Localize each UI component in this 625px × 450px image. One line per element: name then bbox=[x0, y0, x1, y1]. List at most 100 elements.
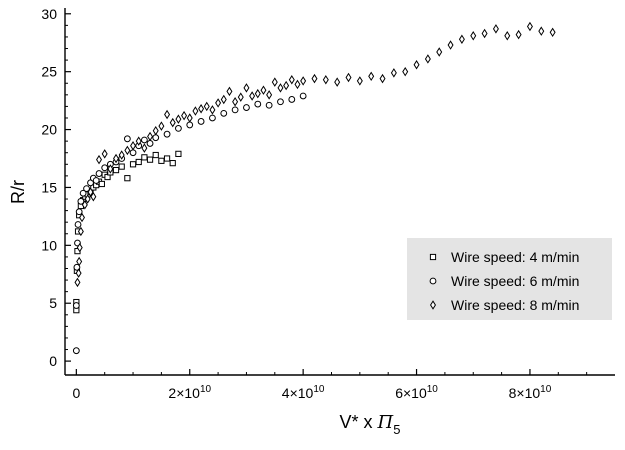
data-point-diamond bbox=[481, 28, 488, 39]
data-point-square bbox=[118, 163, 125, 170]
legend-box bbox=[407, 238, 612, 320]
points-layer bbox=[72, 21, 556, 355]
data-point-diamond bbox=[300, 76, 307, 86]
data-point-diamond bbox=[75, 268, 82, 278]
data-point-diamond bbox=[294, 79, 301, 90]
data-point-diamond bbox=[175, 114, 182, 124]
data-point-square bbox=[158, 157, 165, 164]
data-point-circle bbox=[209, 114, 216, 122]
data-point-diamond bbox=[90, 191, 97, 202]
data-point-circle bbox=[299, 92, 307, 100]
data-point-diamond bbox=[283, 80, 290, 91]
data-point-diamond bbox=[79, 212, 86, 223]
data-point-circle bbox=[265, 101, 273, 109]
y-axis-label: R/r bbox=[8, 180, 28, 204]
data-point-circle bbox=[129, 149, 137, 157]
data-point-diamond bbox=[152, 125, 159, 136]
data-point-diamond bbox=[124, 145, 131, 156]
y-tick-label: 15 bbox=[41, 179, 57, 195]
data-point-diamond bbox=[549, 27, 556, 38]
data-point-diamond bbox=[158, 121, 165, 131]
data-point-circle bbox=[231, 106, 239, 114]
data-point-circle bbox=[152, 134, 160, 142]
data-point-diamond bbox=[76, 242, 83, 253]
x-tick-label: 4×1010 bbox=[282, 384, 325, 401]
data-point-diamond bbox=[470, 31, 477, 41]
data-point-diamond bbox=[232, 97, 239, 107]
data-point-square bbox=[141, 154, 148, 161]
data-point-square bbox=[163, 155, 171, 162]
data-point-circle bbox=[75, 208, 83, 216]
data-point-diamond bbox=[390, 68, 397, 78]
data-point-circle bbox=[186, 121, 194, 129]
data-point-circle bbox=[92, 177, 100, 184]
data-point-diamond bbox=[277, 83, 284, 93]
data-point-diamond bbox=[334, 77, 341, 87]
data-point-diamond bbox=[198, 103, 205, 114]
data-point-diamond bbox=[345, 72, 352, 83]
data-point-diamond bbox=[186, 113, 193, 123]
data-point-diamond bbox=[203, 101, 210, 112]
data-point-diamond bbox=[458, 34, 465, 44]
data-point-diamond bbox=[81, 200, 88, 210]
data-point-diamond bbox=[436, 47, 443, 57]
data-point-diamond bbox=[322, 75, 329, 85]
data-point-circle bbox=[243, 104, 250, 111]
data-point-diamond bbox=[220, 94, 227, 105]
data-point-diamond bbox=[356, 76, 363, 86]
data-point-diamond bbox=[260, 85, 267, 95]
data-point-circle bbox=[77, 197, 85, 205]
data-point-circle bbox=[254, 100, 262, 108]
data-point-diamond bbox=[226, 86, 233, 97]
data-point-diamond bbox=[74, 277, 81, 288]
data-point-diamond bbox=[254, 88, 261, 99]
data-point-circle bbox=[140, 136, 148, 144]
data-point-diamond bbox=[169, 117, 176, 128]
legend-marker-circle bbox=[429, 277, 437, 285]
data-point-diamond bbox=[492, 24, 499, 34]
data-point-diamond bbox=[413, 59, 420, 70]
legend-marker-diamond bbox=[430, 300, 436, 310]
y-tick-label: 10 bbox=[41, 237, 57, 253]
x-tick-label: 0 bbox=[72, 385, 80, 401]
data-point-diamond bbox=[118, 150, 125, 160]
data-point-circle bbox=[175, 125, 182, 132]
data-point-diamond bbox=[526, 21, 533, 32]
data-point-diamond bbox=[181, 110, 188, 121]
data-point-diamond bbox=[402, 66, 409, 77]
data-point-circle bbox=[74, 221, 82, 228]
y-tick-label: 30 bbox=[41, 6, 57, 22]
data-point-square bbox=[175, 150, 182, 157]
data-point-square bbox=[98, 180, 105, 188]
data-point-circle bbox=[288, 96, 296, 103]
data-point-diamond bbox=[141, 143, 148, 153]
data-point-diamond bbox=[538, 26, 545, 36]
data-point-diamond bbox=[215, 98, 222, 108]
y-tick-label: 5 bbox=[49, 295, 57, 311]
data-point-diamond bbox=[101, 149, 108, 159]
data-point-diamond bbox=[135, 136, 142, 146]
data-point-square bbox=[146, 156, 154, 163]
data-point-diamond bbox=[311, 73, 318, 84]
data-point-circle bbox=[220, 109, 228, 117]
data-point-diamond bbox=[192, 106, 199, 116]
data-point-diamond bbox=[249, 91, 256, 101]
data-point-square bbox=[124, 175, 131, 182]
data-point-circle bbox=[146, 140, 154, 147]
legend-entry-label: Wire speed: 8 m/min bbox=[451, 297, 579, 313]
data-point-diamond bbox=[164, 109, 171, 120]
y-axis-ticks: 0 5 10 15 20 25 30 bbox=[41, 6, 71, 369]
data-point-diamond bbox=[504, 31, 511, 41]
data-point-diamond bbox=[368, 71, 375, 82]
data-point-diamond bbox=[243, 83, 250, 93]
data-point-diamond bbox=[515, 29, 522, 40]
data-point-diamond bbox=[113, 153, 120, 164]
data-point-diamond bbox=[87, 187, 94, 197]
x-tick-label: 2×1010 bbox=[168, 384, 211, 401]
data-point-diamond bbox=[130, 141, 137, 151]
data-point-diamond bbox=[209, 105, 216, 115]
data-point-circle bbox=[83, 185, 90, 193]
x-tick-label: 8×1010 bbox=[509, 384, 552, 401]
data-point-diamond bbox=[107, 164, 114, 174]
x-axis-ticks: 0 2×1010 4×1010 6×1010 8×1010 bbox=[72, 369, 588, 401]
